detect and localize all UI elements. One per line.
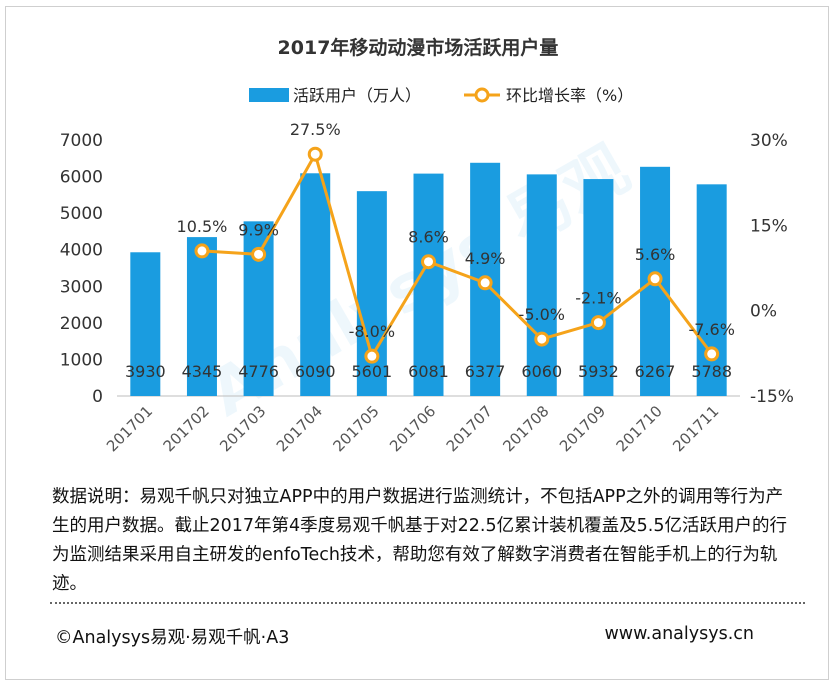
- growth-point: [194, 243, 210, 259]
- bar-value-label: 4345: [182, 362, 223, 381]
- bar-value-labels: 3930 4345 4776 6090 5601 6081 6377 6060 5932 6267…: [125, 362, 732, 381]
- bar: [583, 179, 614, 396]
- bar-value-label: 6060: [521, 362, 562, 381]
- bar-value-label: 6267: [635, 362, 676, 381]
- growth-label: 27.5%: [290, 120, 341, 139]
- growth-point: [704, 346, 720, 362]
- axes: 0 1000 2000 3000 4000 5000 6000 7000 -15% 0% 15% 30…: [60, 131, 794, 407]
- bar: [300, 173, 331, 396]
- x-tick-label: 201709: [556, 402, 609, 455]
- x-tick-label: 201706: [386, 402, 439, 455]
- x-tick-label: 201707: [443, 402, 496, 455]
- bar: [186, 237, 217, 396]
- growth-label: -8.0%: [349, 322, 395, 341]
- growth-label: -2.1%: [575, 289, 621, 308]
- bar-value-label: 6081: [408, 362, 449, 381]
- legend-bar-label: 活跃用户（万人）: [293, 86, 421, 105]
- x-tick-label: 201704: [273, 402, 326, 455]
- growth-label: -7.6%: [688, 320, 734, 339]
- y-right-tick: -15%: [750, 387, 794, 407]
- data-note: 数据说明：易观千帆只对独立APP中的用户数据进行监测统计，不包括APP之外的调用…: [52, 487, 787, 594]
- y-right-tick: 15%: [750, 216, 788, 236]
- growth-line: [201, 152, 713, 358]
- bar-value-label: 5601: [352, 362, 393, 381]
- x-tick-label: 201705: [329, 402, 382, 455]
- bar-value-label: 4776: [238, 362, 279, 381]
- footer-copyright: ©Analysys易观·易观千帆·A3: [55, 628, 290, 648]
- y-right-tick: 30%: [750, 131, 788, 151]
- growth-label: 9.9%: [238, 220, 279, 239]
- growth-point: [251, 246, 267, 262]
- bar: [130, 252, 161, 396]
- legend-bar-swatch: [249, 88, 289, 102]
- chart-title: 2017年移动动漫市场活跃用户量: [278, 36, 559, 59]
- growth-label: 5.6%: [635, 245, 676, 264]
- bar: [413, 173, 444, 396]
- y-left-tick: 6000: [60, 168, 103, 188]
- x-tick-label: 201708: [499, 402, 552, 455]
- x-axis-labels: 201701 201702 201703 201704 201705 201706 2017…: [103, 402, 723, 455]
- growth-point: [477, 275, 493, 291]
- y-left-tick: 1000: [60, 350, 103, 370]
- line-series: 10.5% 9.9% 27.5% -8.0% 8.6% 4.9% -5.0% -2.1% 5.6…: [177, 120, 735, 364]
- legend: 活跃用户（万人） 环比增长率（%）: [249, 86, 633, 105]
- x-tick-label: 201710: [613, 402, 666, 455]
- dotted-divider: [50, 602, 805, 604]
- bar-value-label: 6090: [295, 362, 336, 381]
- growth-point: [534, 331, 550, 347]
- y-left-tick: 0: [92, 387, 103, 407]
- growth-point: [364, 348, 380, 364]
- footer-website[interactable]: www.analysys.cn: [604, 624, 754, 644]
- chart-svg: 2017年移动动漫市场活跃用户量 Analysys 易观 活跃用户（万人） 环比…: [60, 36, 794, 455]
- y-left-tick: 2000: [60, 314, 103, 334]
- y-left-tick: 5000: [60, 204, 103, 224]
- bar: [526, 174, 557, 396]
- bar-value-label: 5932: [578, 362, 619, 381]
- growth-point: [421, 254, 436, 270]
- x-tick-label: 201702: [160, 402, 213, 455]
- growth-point: [590, 315, 606, 331]
- y-left-tick: 4000: [60, 241, 103, 261]
- growth-point: [307, 146, 323, 162]
- growth-label: 10.5%: [177, 217, 228, 236]
- growth-point: [647, 271, 663, 287]
- y-left-tick: 3000: [60, 277, 103, 297]
- legend-line-marker: [474, 87, 490, 103]
- x-tick-label: 201711: [669, 402, 722, 455]
- y-right-tick: 0%: [750, 302, 777, 322]
- bar-value-label: 3930: [125, 362, 166, 381]
- growth-label: 8.6%: [408, 228, 449, 247]
- legend-line-label: 环比增长率（%）: [506, 86, 633, 105]
- bar-series: [130, 162, 727, 396]
- bar-value-label: 6377: [465, 362, 506, 381]
- growth-label: -5.0%: [519, 305, 565, 324]
- growth-label: 4.9%: [465, 249, 506, 268]
- bar-value-label: 5788: [691, 362, 732, 381]
- x-tick-label: 201701: [103, 402, 156, 455]
- y-left-tick: 7000: [60, 131, 103, 151]
